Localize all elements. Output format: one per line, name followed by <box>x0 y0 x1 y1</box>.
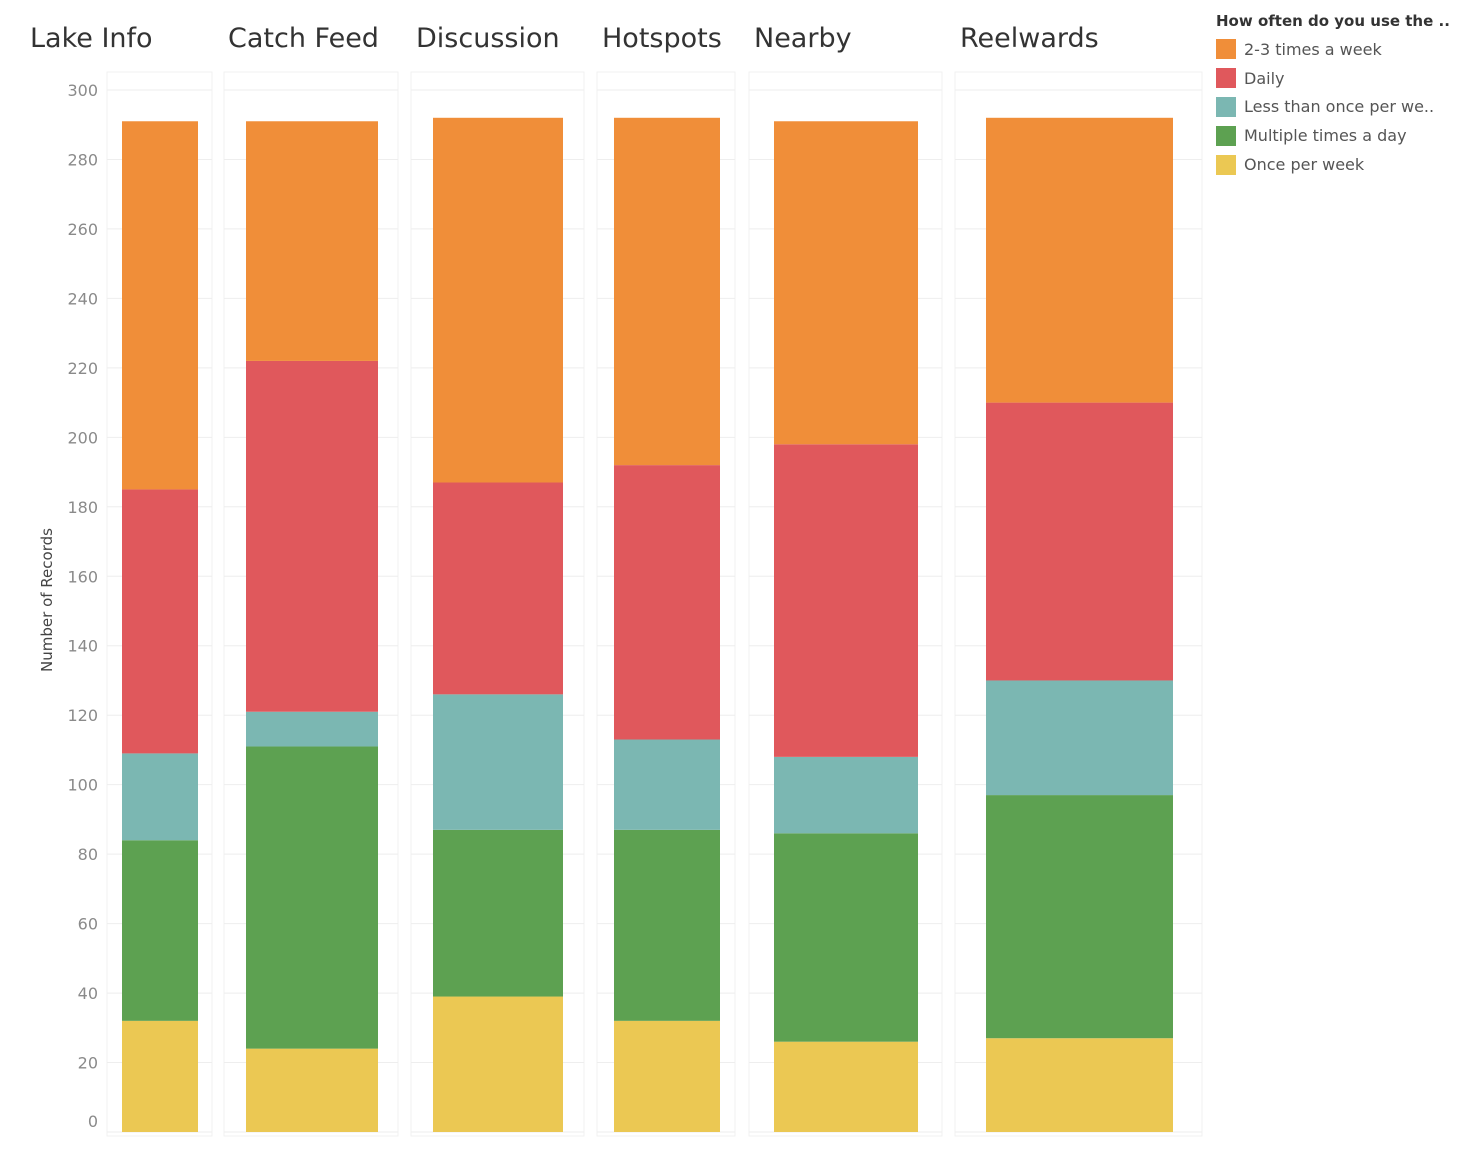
bar-segment <box>433 482 563 695</box>
bar-segment <box>122 489 198 754</box>
legend-item[interactable]: Once per week <box>1216 150 1461 179</box>
y-tick-label: 60 <box>78 915 98 934</box>
legend-label: Less than once per we.. <box>1244 97 1435 117</box>
y-tick-label: 240 <box>67 289 98 308</box>
legend-item[interactable]: 2-3 times a week <box>1216 35 1461 64</box>
bar-segment <box>246 711 378 747</box>
legend-item[interactable]: Less than once per we.. <box>1216 93 1461 122</box>
legend-swatch <box>1216 154 1236 175</box>
y-tick-label: 300 <box>67 81 98 100</box>
bar-segment <box>122 121 198 490</box>
legend-swatch <box>1216 68 1236 89</box>
y-tick-label: 40 <box>78 984 98 1003</box>
panel-titles: Lake Info Catch Feed Discussion Hotspots Nea… <box>30 23 1099 54</box>
legend-label: 2-3 times a week <box>1244 39 1382 59</box>
bar-segment <box>246 746 378 1049</box>
y-tick-label: 260 <box>67 220 98 239</box>
y-tick-label: 180 <box>67 498 98 517</box>
panel-frame <box>410 71 585 1137</box>
legend-title: How often do you use the .. <box>1216 12 1450 30</box>
bar-segment <box>433 829 563 997</box>
legend-label: Daily <box>1244 68 1285 88</box>
y-tick-label: 140 <box>67 637 98 656</box>
bar-segment <box>246 360 378 712</box>
bar-segment <box>986 1038 1173 1132</box>
y-tick-label: 80 <box>78 845 98 864</box>
legend: How often do you use the .. 2-3 times a … <box>1216 12 1461 179</box>
panel-title: Reelwards <box>960 23 1099 54</box>
bar-segment <box>433 117 563 483</box>
bar-segment <box>122 1020 198 1132</box>
y-tick-label: 20 <box>78 1054 98 1073</box>
bar-segment <box>433 694 563 830</box>
legend-item[interactable]: Multiple times a day <box>1216 121 1461 150</box>
y-axis-title: Number of Records <box>38 528 56 672</box>
y-tick-label: 100 <box>67 776 98 795</box>
bar-segment <box>614 739 720 830</box>
y-tick-label: 280 <box>67 150 98 169</box>
stacked-bar-chart: Lake Info Catch Feed Discussion Hotspots Nea… <box>30 23 1203 1137</box>
bar-segment <box>614 117 720 466</box>
legend-swatch <box>1216 39 1236 60</box>
bar-segment <box>246 121 378 361</box>
panel-frame <box>954 71 1203 1137</box>
bar-segment <box>122 840 198 1021</box>
bar-segment <box>246 1048 378 1132</box>
bar-segment <box>986 402 1173 681</box>
y-tick-label: 160 <box>67 567 98 586</box>
y-tick-label: 0 <box>88 1112 98 1131</box>
y-axis: Number of Records 0 20 40 60 80 100 120 140 160 1… <box>38 81 98 1131</box>
legend-swatch <box>1216 96 1236 117</box>
panel-frame <box>748 71 943 1137</box>
bar-segment <box>986 680 1173 796</box>
y-tick-label: 120 <box>67 706 98 725</box>
panel-title: Nearby <box>754 23 852 54</box>
bar-segment <box>986 795 1173 1039</box>
legend-label: Once per week <box>1244 155 1365 175</box>
bar-segment <box>614 465 720 740</box>
bar-segment <box>122 753 198 841</box>
bar-segment <box>614 829 720 1021</box>
bar-segment <box>774 756 918 834</box>
legend-label: Multiple times a day <box>1244 126 1407 146</box>
y-tick-label: 200 <box>67 428 98 447</box>
panel-frame <box>596 71 736 1137</box>
panel-frame <box>106 71 213 1137</box>
panel-backgrounds <box>106 71 1203 1137</box>
bars <box>122 117 1173 1132</box>
panel-title: Hotspots <box>602 23 722 54</box>
bar-segment <box>433 996 563 1132</box>
panel-title: Lake Info <box>30 23 153 54</box>
legend-swatch <box>1216 125 1236 146</box>
bar-segment <box>614 1020 720 1132</box>
bar-segment <box>986 117 1173 403</box>
bar-segment <box>774 1041 918 1132</box>
bar-segment <box>774 444 918 757</box>
panel-frame <box>223 71 399 1137</box>
legend-item[interactable]: Daily <box>1216 64 1461 93</box>
panel-title: Catch Feed <box>228 23 379 54</box>
panel-title: Discussion <box>416 23 560 54</box>
y-tick-label: 220 <box>67 359 98 378</box>
bar-segment <box>774 121 918 445</box>
bar-segment <box>774 833 918 1042</box>
